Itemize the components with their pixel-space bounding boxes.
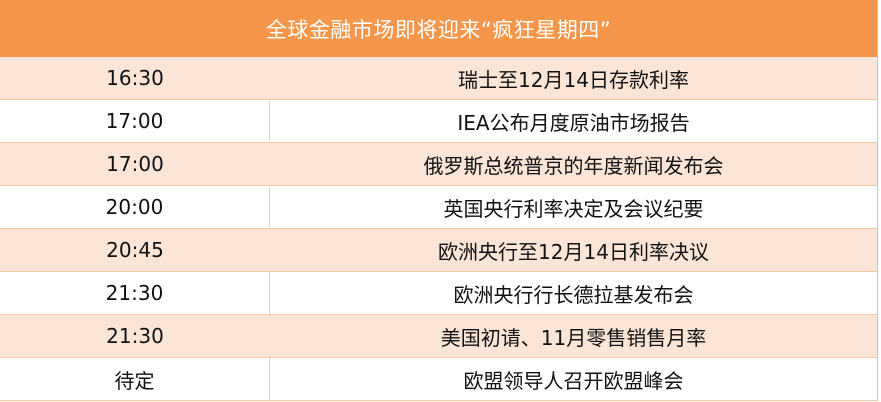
table-row: 16:30 瑞士至12月14日存款利率 [0, 57, 877, 100]
time-cell: 21:30 [0, 272, 270, 314]
event-cell: 欧洲央行至12月14日利率决议 [438, 239, 709, 264]
event-cell: 美国初请、11月零售销售月率 [440, 325, 707, 350]
table-row: 20:00 英国央行利率决定及会议纪要 [0, 186, 877, 229]
table-title: 全球金融市场即将迎来“疯狂星期四” [0, 0, 877, 57]
time-cell: 20:45 [106, 238, 164, 262]
time-cell: 20:00 [0, 186, 270, 228]
time-cell: 待定 [0, 358, 270, 400]
time-cell: 21:30 [106, 324, 164, 348]
time-cell: 17:00 [106, 152, 164, 176]
table-row: 待定 欧盟领导人召开欧盟峰会 [0, 358, 877, 401]
table-row: 20:45 欧洲央行至12月14日利率决议 [0, 229, 877, 272]
time-cell: 17:00 [0, 100, 270, 142]
event-cell: 俄罗斯总统普京的年度新闻发布会 [423, 153, 724, 178]
event-cell: IEA公布月度原油市场报告 [457, 110, 690, 135]
event-cell: 欧洲央行行长德拉基发布会 [453, 282, 694, 307]
event-cell: 欧盟领导人召开欧盟峰会 [463, 368, 684, 393]
table-row: 21:30 欧洲央行行长德拉基发布会 [0, 272, 877, 315]
event-cell: 瑞士至12月14日存款利率 [458, 67, 689, 92]
table-row: 21:30 美国初请、11月零售销售月率 [0, 315, 877, 358]
table-row: 17:00 IEA公布月度原油市场报告 [0, 100, 877, 143]
time-cell: 16:30 [106, 66, 164, 90]
table-row: 17:00 俄罗斯总统普京的年度新闻发布会 [0, 143, 877, 186]
event-cell: 英国央行利率决定及会议纪要 [443, 196, 704, 221]
